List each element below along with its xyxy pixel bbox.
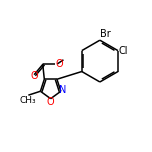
Text: CH₃: CH₃ bbox=[19, 96, 36, 105]
Text: O: O bbox=[56, 59, 64, 69]
Text: Cl: Cl bbox=[119, 46, 128, 56]
Text: N: N bbox=[59, 85, 66, 95]
Text: O: O bbox=[46, 97, 54, 107]
Text: O: O bbox=[31, 71, 38, 81]
Text: Br: Br bbox=[100, 29, 111, 39]
